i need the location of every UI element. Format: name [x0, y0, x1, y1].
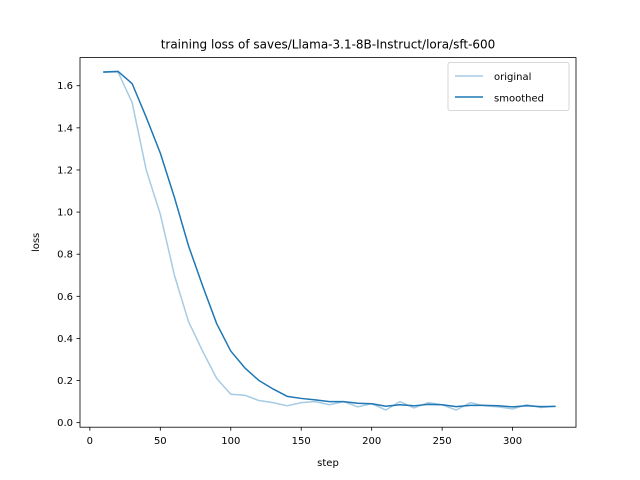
y-tick-label: 0.0 — [57, 418, 73, 429]
x-axis-title: step — [317, 458, 339, 469]
y-tick-label: 1.6 — [57, 81, 73, 92]
plot-frame — [79, 57, 577, 428]
y-tick-label: 1.2 — [57, 165, 73, 176]
legend-box — [447, 62, 570, 111]
y-tick-label: 0.6 — [57, 292, 73, 303]
x-axis-ticks: 0 50 100 150 200 250 300 — [87, 427, 522, 447]
x-tick-label: 150 — [292, 436, 311, 447]
legend: original smoothed — [447, 62, 570, 111]
y-tick-label: 1.0 — [57, 208, 73, 219]
series-line-smoothed — [103, 70, 556, 408]
x-tick-label: 50 — [154, 436, 167, 447]
legend-label-smoothed: smoothed — [494, 94, 544, 105]
chart-title: training loss of saves/Llama-3.1-8B-Inst… — [161, 38, 496, 52]
series-layer — [103, 70, 556, 411]
y-tick-label: 0.4 — [57, 334, 73, 345]
x-tick-label: 0 — [87, 436, 93, 447]
x-tick-label: 250 — [433, 436, 452, 447]
x-tick-label: 200 — [362, 436, 381, 447]
y-tick-label: 0.8 — [57, 250, 73, 261]
y-axis-ticks: 0.0 0.2 0.4 0.6 0.8 1.0 1.2 1.4 1.6 — [57, 81, 80, 429]
plot-background — [80, 57, 576, 428]
legend-label-original: original — [494, 72, 531, 83]
x-tick-label: 300 — [503, 436, 522, 447]
y-tick-label: 0.2 — [57, 376, 73, 387]
y-tick-label: 1.4 — [57, 123, 73, 134]
y-axis-title: loss — [31, 233, 42, 252]
x-tick-label: 100 — [221, 436, 240, 447]
